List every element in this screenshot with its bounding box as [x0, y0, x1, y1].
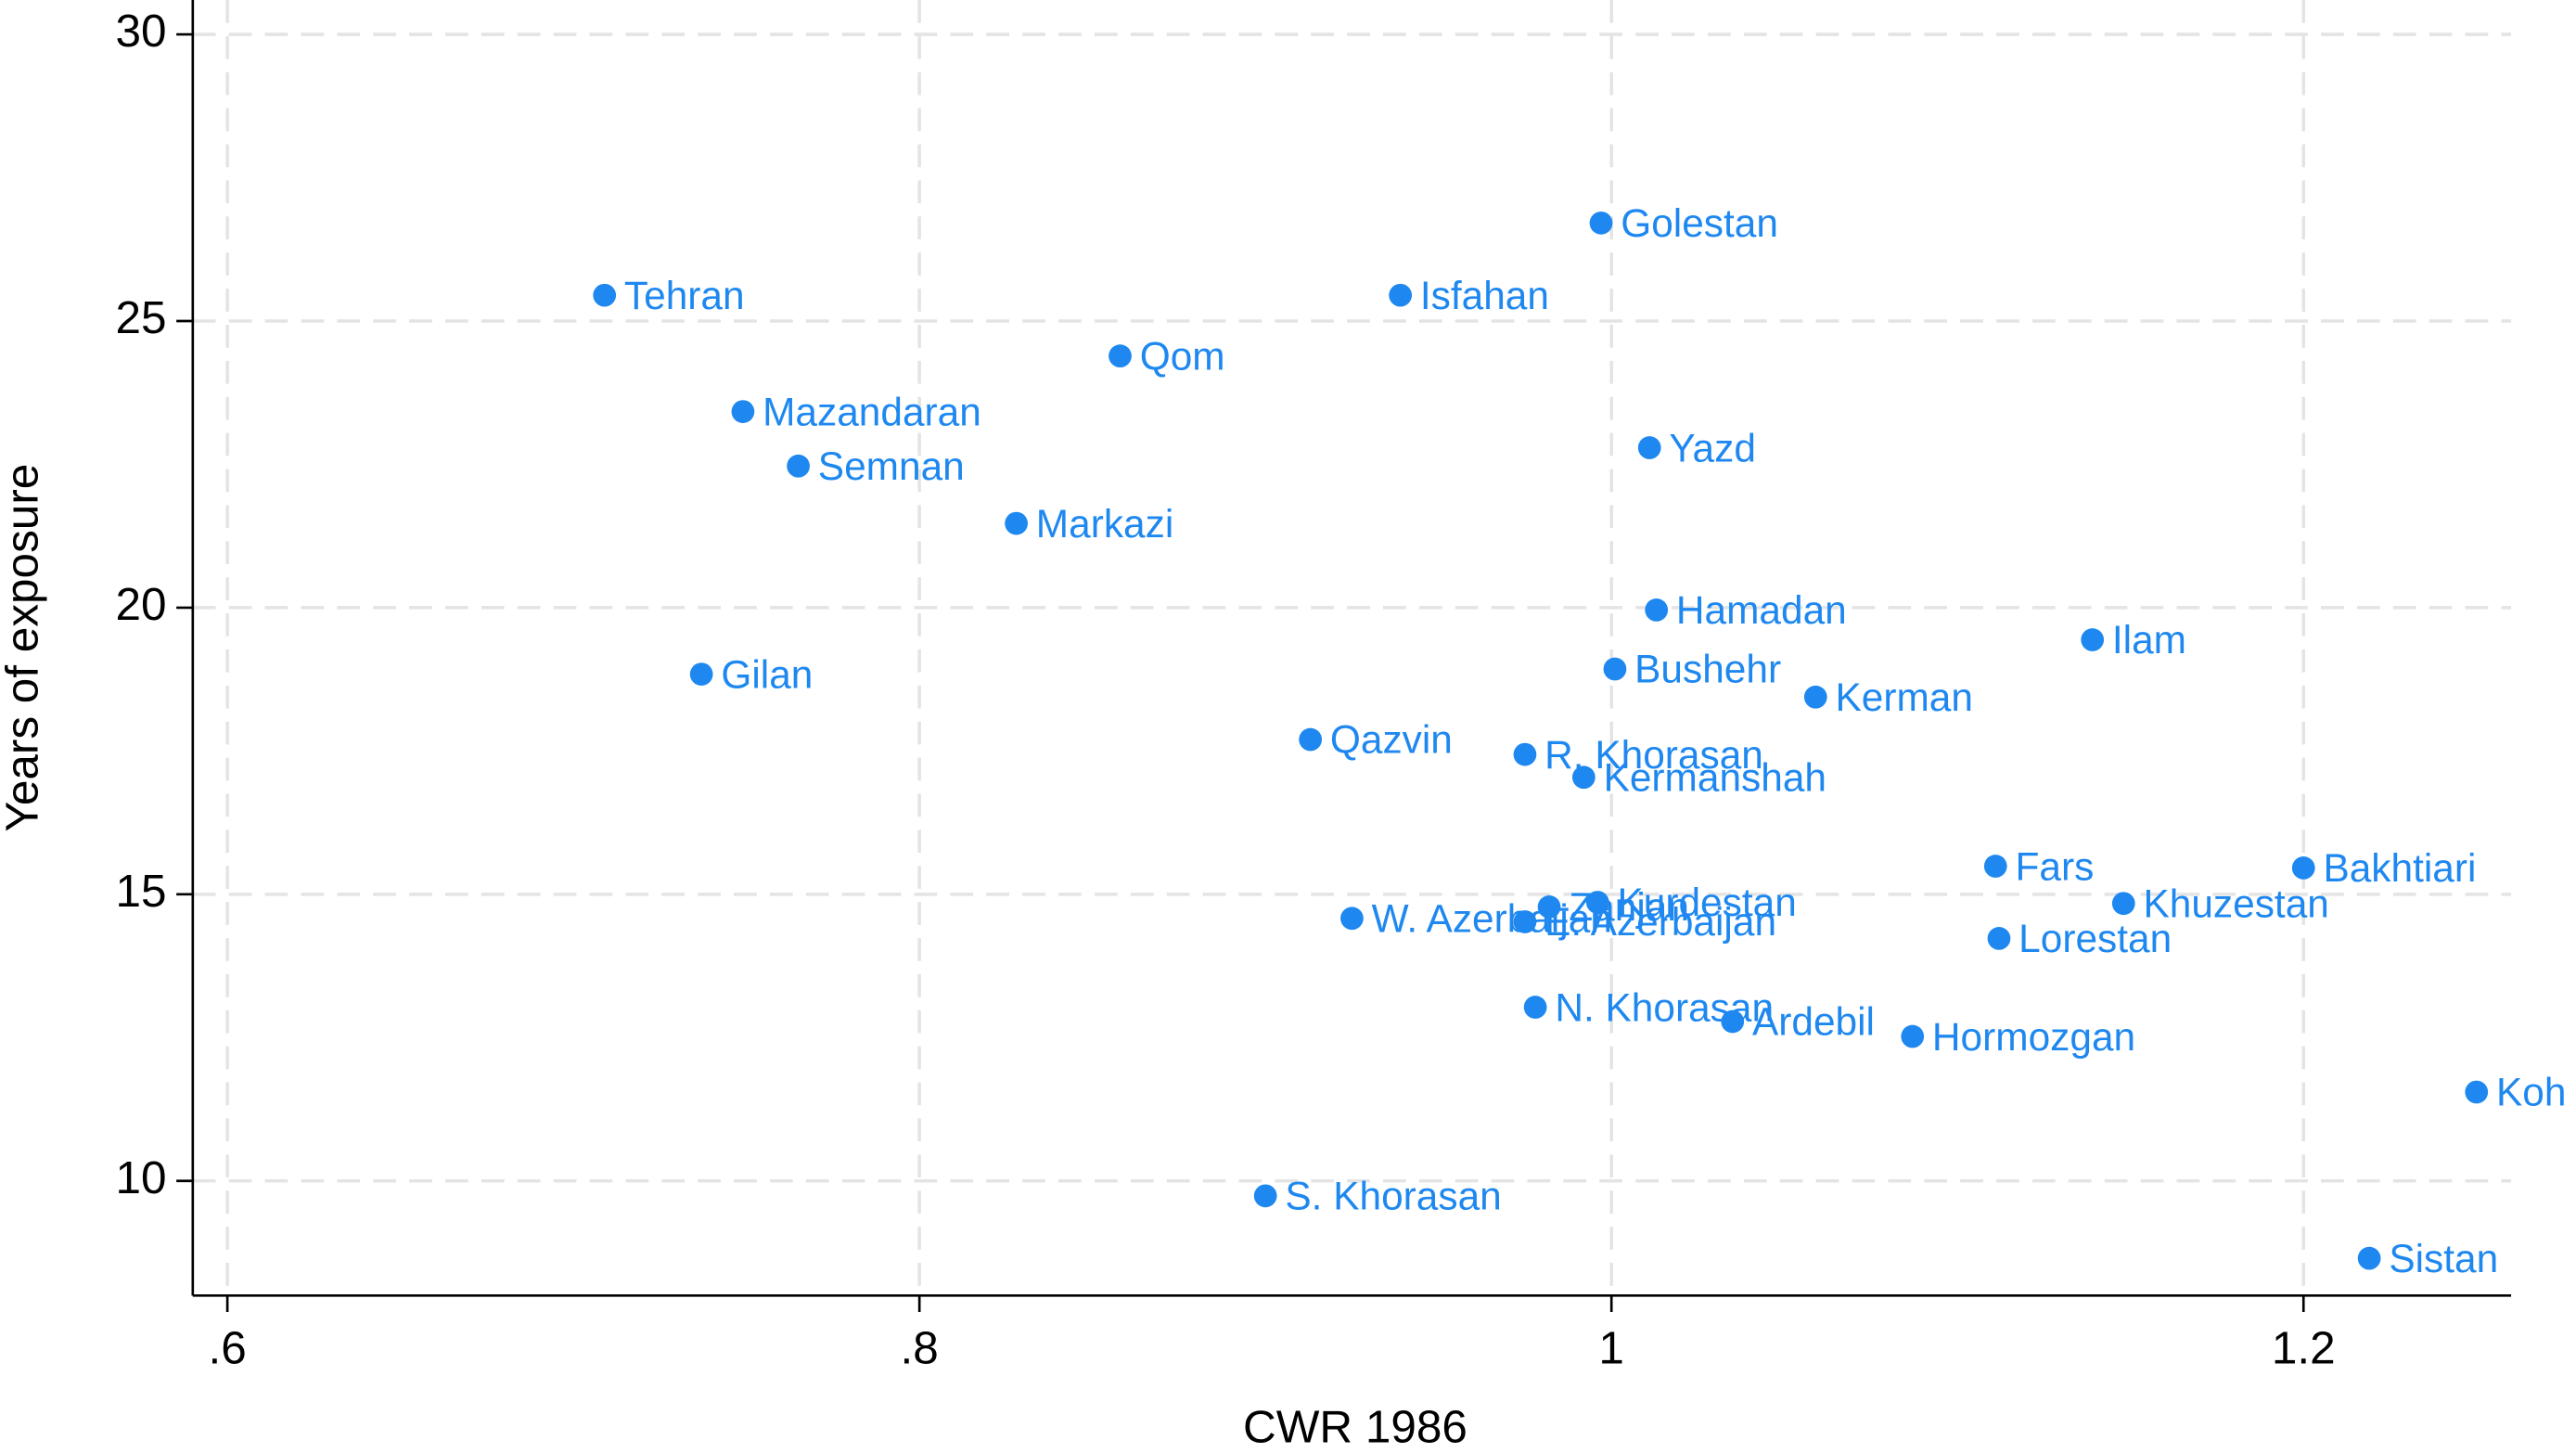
point: [2357, 1246, 2381, 1270]
x-tick-label: .6: [208, 1322, 246, 1373]
point: [1389, 283, 1413, 307]
point: [1513, 910, 1537, 933]
point: [1645, 598, 1669, 622]
point-label: Ardebil: [1752, 1000, 1875, 1044]
point-label: Isfahan: [1420, 274, 1549, 317]
point-label: Kurdestan: [1617, 881, 1796, 924]
point: [1109, 344, 1132, 368]
point-label: S. Khorasan: [1285, 1175, 1501, 1218]
point: [1589, 211, 1613, 235]
x-tick-label: 1: [1598, 1322, 1624, 1373]
point: [2465, 1080, 2489, 1104]
point-label: W. Azerbaijan: [1372, 897, 1612, 941]
point-label: Bakhtiari: [2323, 846, 2476, 890]
point: [1983, 855, 2007, 878]
point-label: E. Azerbaijan: [1544, 900, 1776, 944]
point: [1005, 511, 1028, 535]
x-tick-label: .8: [901, 1322, 939, 1373]
point: [1299, 727, 1323, 752]
point: [2081, 628, 2105, 651]
point-label: Ilam: [2112, 618, 2186, 662]
point-label: Tehran: [624, 274, 745, 317]
point-label: Qom: [1140, 334, 1225, 378]
point: [1603, 657, 1627, 681]
y-tick-label: 10: [116, 1152, 167, 1203]
point-label: Koh: [2496, 1071, 2566, 1114]
point: [1571, 765, 1596, 790]
y-tick-label: 30: [116, 6, 167, 57]
point-label: Kermanshah: [1604, 756, 1826, 800]
point-label: Hamadan: [1676, 588, 1847, 632]
point: [1901, 1024, 1925, 1048]
point: [689, 662, 713, 686]
point-label: Semnan: [818, 444, 965, 488]
point-label: Khuzestan: [2143, 881, 2328, 925]
point: [1803, 685, 1827, 709]
point: [1721, 1009, 1745, 1034]
point: [1537, 895, 1561, 919]
point-label: Hormozgan: [1932, 1015, 2135, 1059]
point-label: Kerman: [1835, 675, 1972, 719]
point: [593, 283, 617, 307]
y-tick-label: 25: [116, 292, 167, 343]
point: [1340, 907, 1364, 931]
point-label: Fars: [2015, 844, 2094, 888]
point: [1253, 1184, 1277, 1208]
point-label: Gilan: [721, 652, 813, 696]
point-label: Yazd: [1669, 426, 1756, 469]
point: [2111, 892, 2135, 916]
point-label: Zanjan: [1569, 885, 1689, 929]
point-label: Markazi: [1036, 502, 1173, 546]
point-label: Golestan: [1621, 201, 1778, 245]
point-label: Mazandaran: [763, 390, 981, 433]
point: [1523, 996, 1547, 1019]
y-tick-label: 20: [116, 579, 167, 630]
y-tick-label: 15: [116, 866, 167, 917]
point-label: Qazvin: [1330, 718, 1453, 762]
point: [1513, 742, 1537, 766]
y-axis-label: Years of exposure: [0, 464, 48, 832]
point: [731, 400, 755, 423]
point: [2291, 856, 2315, 880]
point-label: Bushehr: [1634, 648, 1781, 691]
x-tick-label: 1.2: [2272, 1322, 2336, 1373]
point: [1987, 927, 2011, 950]
point: [1637, 436, 1661, 459]
point: [787, 454, 810, 478]
point-label: Lorestan: [2019, 917, 2172, 960]
x-axis-label: CWR 1986: [1243, 1401, 1467, 1452]
point: [1585, 891, 1609, 914]
point-label: Sistan: [2389, 1237, 2498, 1280]
